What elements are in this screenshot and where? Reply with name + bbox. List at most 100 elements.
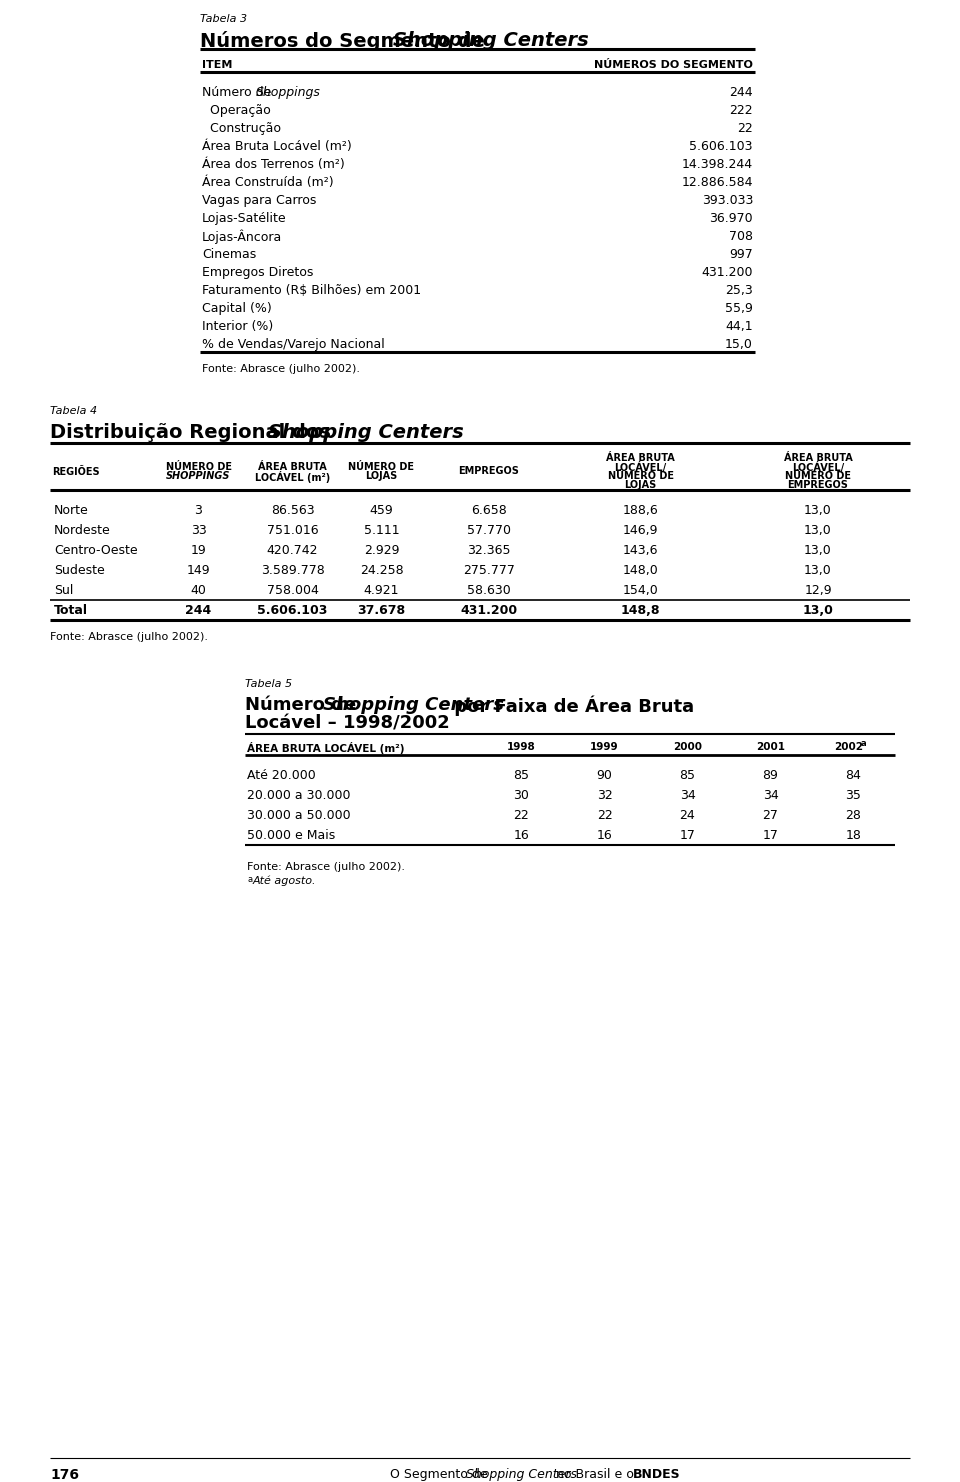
Text: 275.777: 275.777	[463, 565, 515, 576]
Text: 708: 708	[729, 230, 753, 243]
Text: Tabela 4: Tabela 4	[50, 406, 97, 416]
Text: 143,6: 143,6	[623, 544, 659, 557]
Text: Vagas para Carros: Vagas para Carros	[202, 194, 317, 207]
Text: Capital (%): Capital (%)	[202, 302, 272, 316]
Text: 431.200: 431.200	[702, 265, 753, 279]
Text: LOCÁVEL/: LOCÁVEL/	[614, 462, 666, 473]
Text: Cinemas: Cinemas	[202, 247, 256, 261]
Text: Números do Segmento de: Números do Segmento de	[200, 31, 492, 50]
Text: 34: 34	[680, 788, 695, 802]
Text: 17: 17	[680, 828, 695, 842]
Text: NÚMERO DE: NÚMERO DE	[785, 471, 851, 482]
Text: Área Bruta Locável (m²): Área Bruta Locável (m²)	[202, 139, 351, 153]
Text: Número de: Número de	[245, 697, 362, 714]
Text: 154,0: 154,0	[623, 584, 659, 597]
Text: NÚMEROS DO SEGMENTO: NÚMEROS DO SEGMENTO	[594, 59, 753, 70]
Text: 148,0: 148,0	[623, 565, 659, 576]
Text: Faturamento (R$ Bilhões) em 2001: Faturamento (R$ Bilhões) em 2001	[202, 285, 421, 296]
Text: 13,0: 13,0	[804, 565, 832, 576]
Text: 1999: 1999	[590, 742, 619, 751]
Text: 431.200: 431.200	[461, 605, 517, 617]
Text: 14.398.244: 14.398.244	[682, 159, 753, 170]
Text: 5.606.103: 5.606.103	[257, 605, 327, 617]
Text: LOCÁVEL/: LOCÁVEL/	[792, 462, 844, 473]
Text: 35: 35	[846, 788, 861, 802]
Text: 4.921: 4.921	[364, 584, 399, 597]
Text: Número de: Número de	[202, 86, 276, 99]
Text: 13,0: 13,0	[803, 605, 833, 617]
Text: 758.004: 758.004	[267, 584, 319, 597]
Text: 44,1: 44,1	[726, 320, 753, 333]
Text: Interior (%): Interior (%)	[202, 320, 274, 333]
Text: Locável – 1998/2002: Locável – 1998/2002	[245, 714, 449, 732]
Text: 148,8: 148,8	[621, 605, 660, 617]
Text: Construção: Construção	[202, 122, 281, 135]
Text: Lojas-Satélite: Lojas-Satélite	[202, 212, 287, 225]
Text: 36.970: 36.970	[709, 212, 753, 225]
Text: REGIÕES: REGIÕES	[52, 467, 100, 477]
Text: 20.000 a 30.000: 20.000 a 30.000	[247, 788, 350, 802]
Text: ITEM: ITEM	[202, 59, 232, 70]
Text: 2002: 2002	[834, 742, 863, 751]
Text: O Segmento de: O Segmento de	[390, 1469, 492, 1481]
Text: 15,0: 15,0	[725, 338, 753, 351]
Text: ÁREA BRUTA: ÁREA BRUTA	[258, 462, 326, 471]
Text: NÚMERO DE: NÚMERO DE	[165, 462, 231, 471]
Text: Área dos Terrenos (m²): Área dos Terrenos (m²)	[202, 159, 345, 170]
Text: Fonte: Abrasce (julho 2002).: Fonte: Abrasce (julho 2002).	[50, 631, 208, 642]
Text: EMPREGOS: EMPREGOS	[459, 467, 519, 477]
Text: 57.770: 57.770	[467, 525, 511, 536]
Text: EMPREGOS: EMPREGOS	[787, 480, 849, 491]
Text: NÚMERO DE: NÚMERO DE	[608, 471, 674, 482]
Text: Tabela 5: Tabela 5	[245, 679, 292, 689]
Text: 393.033: 393.033	[702, 194, 753, 207]
Text: 22: 22	[514, 809, 529, 823]
Text: 28: 28	[846, 809, 861, 823]
Text: a: a	[247, 874, 252, 883]
Text: 58.630: 58.630	[468, 584, 511, 597]
Text: 32: 32	[596, 788, 612, 802]
Text: 18: 18	[846, 828, 861, 842]
Text: 1998: 1998	[507, 742, 536, 751]
Text: 24: 24	[680, 809, 695, 823]
Text: LOJAS: LOJAS	[366, 471, 397, 482]
Text: BNDES: BNDES	[633, 1469, 681, 1481]
Text: 40: 40	[191, 584, 206, 597]
Text: 22: 22	[737, 122, 753, 135]
Text: 90: 90	[596, 769, 612, 782]
Text: 89: 89	[762, 769, 779, 782]
Text: 30.000 a 50.000: 30.000 a 50.000	[247, 809, 350, 823]
Text: 34: 34	[762, 788, 779, 802]
Text: Shopping Centers: Shopping Centers	[466, 1469, 577, 1481]
Text: no Brasil e o: no Brasil e o	[552, 1469, 637, 1481]
Text: ÁREA BRUTA: ÁREA BRUTA	[783, 453, 852, 462]
Text: 37.678: 37.678	[357, 605, 405, 617]
Text: 12.886.584: 12.886.584	[682, 176, 753, 190]
Text: Operação: Operação	[202, 104, 271, 117]
Text: Norte: Norte	[54, 504, 88, 517]
Text: 751.016: 751.016	[267, 525, 319, 536]
Text: Shoppings: Shoppings	[256, 86, 321, 99]
Text: 84: 84	[846, 769, 861, 782]
Text: 222: 222	[730, 104, 753, 117]
Text: LOJAS: LOJAS	[624, 480, 657, 491]
Text: Até 20.000: Até 20.000	[247, 769, 316, 782]
Text: 19: 19	[191, 544, 206, 557]
Text: 188,6: 188,6	[623, 504, 659, 517]
Text: 24.258: 24.258	[360, 565, 403, 576]
Text: Lojas-Âncora: Lojas-Âncora	[202, 230, 282, 245]
Text: 146,9: 146,9	[623, 525, 659, 536]
Text: Sul: Sul	[54, 584, 73, 597]
Text: Até agosto.: Até agosto.	[253, 874, 317, 886]
Text: 13,0: 13,0	[804, 544, 832, 557]
Text: Sudeste: Sudeste	[54, 565, 105, 576]
Text: 176: 176	[50, 1469, 79, 1482]
Text: 16: 16	[596, 828, 612, 842]
Text: Nordeste: Nordeste	[54, 525, 110, 536]
Text: a: a	[861, 740, 866, 748]
Text: 17: 17	[762, 828, 779, 842]
Text: Fonte: Abrasce (julho 2002).: Fonte: Abrasce (julho 2002).	[247, 863, 405, 871]
Text: 5.606.103: 5.606.103	[689, 139, 753, 153]
Text: Fonte: Abrasce (julho 2002).: Fonte: Abrasce (julho 2002).	[202, 365, 360, 373]
Text: 27: 27	[762, 809, 779, 823]
